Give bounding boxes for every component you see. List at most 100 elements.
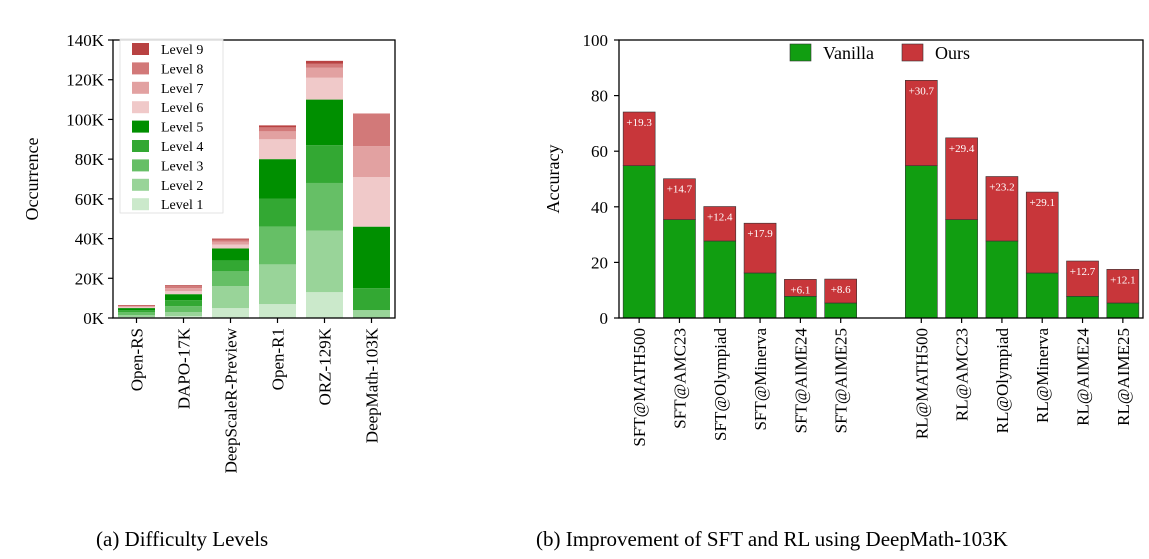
bar-deepscaler-preview-level-2 <box>212 286 249 309</box>
annotation-sft-olympiad: +12.4 <box>707 212 733 224</box>
bar-dapo-17k-level-9 <box>165 285 202 287</box>
y-tick-label: 100 <box>583 31 609 50</box>
bar-dapo-17k-level-6 <box>165 291 202 295</box>
bar-orz-129k-level-2 <box>306 230 343 293</box>
x-tick-label-rl-minerva: RL@Minerva <box>1033 328 1052 423</box>
annotation-sft-amc23: +14.7 <box>667 184 693 196</box>
bar-open-rs-level-6 <box>118 307 155 309</box>
legend-label-level-4: Level 4 <box>161 140 203 155</box>
x-tick-label-sft-minerva: SFT@Minerva <box>751 328 770 431</box>
legend-swatch-level-9 <box>132 43 149 55</box>
bar-deepscaler-preview-level-4 <box>212 260 249 272</box>
legend-swatch-level-6 <box>132 101 149 114</box>
bar-deepscaler-preview-level-8 <box>212 239 249 242</box>
chart-difficulty-levels: 0K 20K 40K 60K 80K 100K 120K 140K Open-RS DAPO-17… <box>22 31 396 473</box>
legend-swatch-level-5 <box>132 120 149 133</box>
bar-sft-minerva-vanilla <box>743 272 777 319</box>
annotation-rl-minerva: +29.1 <box>1029 197 1054 209</box>
bar-deepmath-103k-level-2 <box>353 310 390 318</box>
caption-difficulty-levels: (a) Difficulty Levels <box>96 527 269 551</box>
bar-open-r1-level-1 <box>259 304 296 318</box>
x-tick-label-rl-olympiad: RL@Olympiad <box>993 328 1012 434</box>
bar-orz-129k-level-1 <box>306 292 343 318</box>
x-tick-label-open-r1: Open-R1 <box>269 328 288 390</box>
bar-deepmath-103k-level-5 <box>353 226 390 289</box>
bar-dapo-17k-level-8 <box>165 286 202 289</box>
legend: Vanilla Ours <box>789 43 970 63</box>
bar-rl-olympiad-ours <box>985 176 1019 242</box>
bar-orz-129k-level-4 <box>306 145 343 183</box>
y-tick-label: 60K <box>75 190 105 209</box>
x-tick-label-orz-129k: ORZ-129K <box>316 327 335 405</box>
bar-open-rs-level-9 <box>118 305 155 306</box>
bar-deepscaler-preview-level-7 <box>212 241 249 245</box>
legend: Level 9 Level 8 Level 7 Level 6 Level 5 Level… <box>119 38 224 214</box>
x-tick-label-dapo-17k: DAPO-17K <box>175 327 194 409</box>
x-tick-label-deepscaler-preview: DeepScaleR-Preview <box>222 327 241 473</box>
bar-open-r1-level-2 <box>259 264 296 305</box>
annotation-rl-math500: +30.7 <box>909 85 935 97</box>
legend-label-ours: Ours <box>935 43 970 63</box>
bar-sft-aime24-ours <box>784 279 817 297</box>
bar-orz-129k-level-3 <box>306 182 343 231</box>
y-tick-label: 0 <box>600 309 609 328</box>
x-tick-label-deepmath-103k: DeepMath-103K <box>363 327 382 443</box>
bar-open-rs-level-7 <box>118 306 155 308</box>
bar-rl-aime24-ours <box>1066 260 1099 297</box>
bar-orz-129k-level-5 <box>306 99 343 146</box>
bar-open-r1-level-3 <box>259 226 296 265</box>
bar-orz-129k-level-9 <box>306 60 343 64</box>
bar-open-r1-level-4 <box>259 198 296 227</box>
legend-label-level-6: Level 6 <box>161 101 203 116</box>
bar-rl-aime24-vanilla <box>1066 296 1099 319</box>
bar-rl-amc23-vanilla <box>945 219 978 319</box>
y-axis-label: Occurrence <box>22 138 42 221</box>
y-tick-label: 0K <box>83 309 105 328</box>
annotation-sft-math500: +19.3 <box>626 117 652 129</box>
bar-orz-129k-level-7 <box>306 67 343 78</box>
annotation-sft-aime24: +6.1 <box>790 284 810 296</box>
legend-label-level-7: Level 7 <box>161 82 203 97</box>
bar-open-r1-level-9 <box>259 125 296 128</box>
bar-sft-amc23-ours <box>663 178 696 220</box>
bar-open-r1-level-7 <box>259 131 296 140</box>
x-tick-label-sft-aime24: SFT@AIME24 <box>791 328 810 434</box>
annotation-rl-aime24: +12.7 <box>1070 266 1096 278</box>
bar-open-r1-level-5 <box>259 159 296 199</box>
bar-deepscaler-preview-level-1 <box>212 308 249 318</box>
bar-rl-math500-ours <box>905 80 938 166</box>
bar-open-rs-level-3 <box>118 312 155 316</box>
legend-label-level-2: Level 2 <box>161 179 203 194</box>
bar-open-r1-level-6 <box>259 139 296 160</box>
bar-rl-aime25-ours <box>1106 269 1140 304</box>
bar-sft-aime25-vanilla <box>824 302 857 319</box>
legend-swatch-level-3 <box>132 159 149 172</box>
bar-sft-amc23-vanilla <box>663 219 696 319</box>
legend-swatch-level-2 <box>132 178 149 191</box>
x-tick-label-rl-amc23: RL@AMC23 <box>953 328 972 421</box>
bar-rl-amc23-ours <box>945 137 978 220</box>
legend-swatch-level-7 <box>132 81 149 94</box>
bar-dapo-17k-level-1 <box>165 316 202 318</box>
bar-sft-olympiad-vanilla <box>703 240 737 319</box>
y-tick-label: 60 <box>591 142 608 161</box>
y-tick-label: 80 <box>591 87 608 106</box>
bar-sft-math500-ours <box>622 111 656 166</box>
x-tick-label-sft-aime25: SFT@AIME25 <box>832 328 851 433</box>
x-tick-label-sft-olympiad: SFT@Olympiad <box>711 328 730 441</box>
y-tick-label: 120K <box>66 71 105 90</box>
legend-swatch-vanilla <box>789 43 812 62</box>
x-tick-label-sft-amc23: SFT@AMC23 <box>670 328 689 429</box>
bar-deepscaler-preview-level-3 <box>212 271 249 287</box>
legend-label-level-1: Level 1 <box>161 198 203 213</box>
legend-label-level-3: Level 3 <box>161 159 203 174</box>
y-tick-label: 20K <box>75 269 105 288</box>
y-tick-label: 80K <box>75 150 105 169</box>
legend-swatch-level-8 <box>132 62 149 75</box>
bar-sft-math500-vanilla <box>622 165 656 319</box>
bar-open-rs-level-8 <box>118 305 155 307</box>
bar-orz-129k-level-8 <box>306 63 343 68</box>
plot-frame <box>618 39 1144 319</box>
bar-dapo-17k-level-5 <box>165 294 202 301</box>
